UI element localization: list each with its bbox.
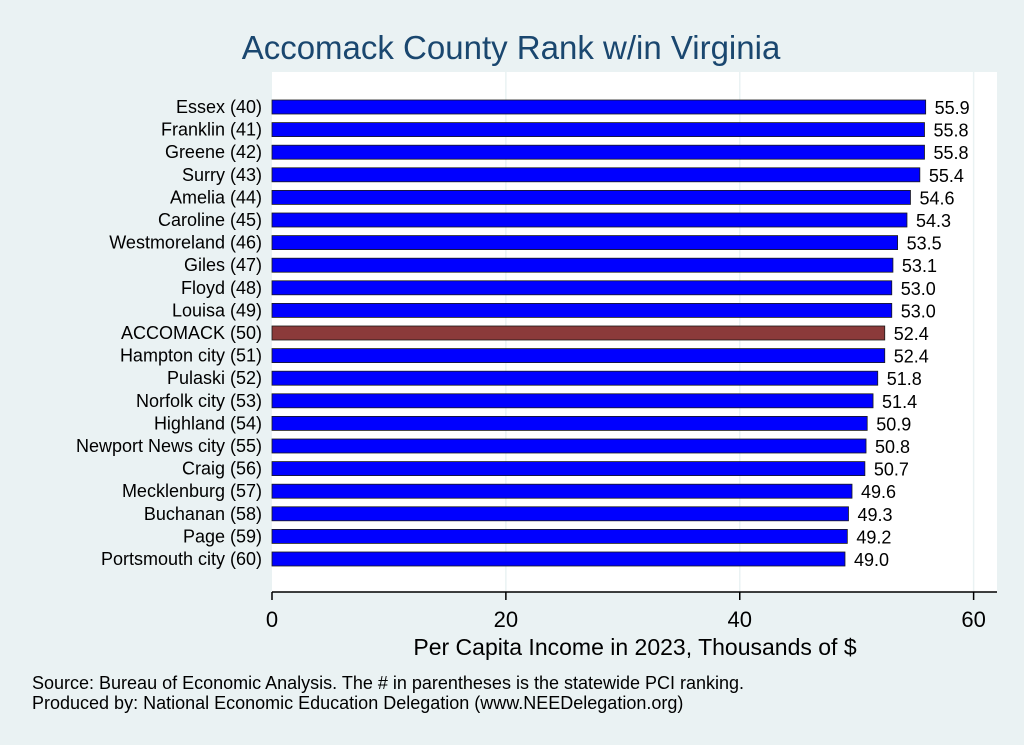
value-label: 55.8 [934, 143, 969, 163]
bar [271, 483, 853, 499]
bar [271, 257, 894, 273]
bar [271, 529, 848, 544]
chart-title: Accomack County Rank w/in Virginia [242, 29, 781, 66]
bar [271, 348, 886, 364]
bar [271, 438, 867, 454]
value-label: 49.2 [856, 527, 891, 547]
bar [271, 235, 899, 251]
category-label: Pulaski (52) [167, 368, 262, 388]
bar [271, 393, 874, 409]
bar [271, 167, 921, 183]
category-label: Surry (43) [182, 165, 262, 185]
bar [271, 370, 879, 386]
value-label: 54.6 [919, 188, 954, 208]
value-label: 53.0 [901, 301, 936, 321]
bar [271, 99, 927, 115]
value-label: 51.8 [887, 369, 922, 389]
bar-highlighted [271, 325, 886, 341]
value-label: 52.4 [894, 347, 929, 367]
value-label: 55.8 [934, 121, 969, 141]
category-label: Floyd (48) [181, 278, 262, 298]
value-label: 50.9 [876, 414, 911, 434]
x-axis-title: Per Capita Income in 2023, Thousands of … [413, 634, 856, 660]
category-label: Greene (42) [165, 142, 262, 162]
value-label: 49.6 [861, 482, 896, 502]
category-label: Page (59) [183, 526, 262, 546]
category-label: Newport News city (55) [76, 436, 262, 456]
x-axis-ticks: 0 20 40 60 [266, 592, 986, 632]
bar [271, 189, 911, 205]
x-tick-label: 60 [961, 607, 985, 632]
value-labels: 55.9 55.855.8 55.454.6 54.3 53.553.1 53.053.0… [854, 98, 970, 570]
category-label: Caroline (45) [158, 210, 262, 230]
category-label: Louisa (49) [172, 300, 262, 320]
category-label: Essex (40) [176, 97, 262, 117]
category-label: Portsmouth city (60) [101, 549, 262, 569]
category-label: Westmoreland (46) [109, 233, 262, 253]
bar [271, 506, 849, 522]
value-label: 52.4 [894, 324, 929, 344]
value-label: 53.1 [902, 256, 937, 276]
bar [271, 551, 846, 567]
category-label: Franklin (41) [161, 120, 262, 140]
value-label: 50.8 [875, 437, 910, 457]
value-label: 53.0 [901, 279, 936, 299]
value-label: 49.0 [854, 550, 889, 570]
category-label: ACCOMACK (50) [121, 323, 262, 343]
bar [271, 122, 925, 137]
bar [271, 212, 908, 228]
x-tick-label: 0 [266, 607, 278, 632]
value-label: 49.3 [857, 505, 892, 525]
value-label: 54.3 [916, 211, 951, 231]
value-label: 55.9 [935, 98, 970, 118]
category-label: Mecklenburg (57) [122, 481, 262, 501]
category-label: Highland (54) [154, 413, 262, 433]
category-labels: Essex (40) Franklin (41)Greene (42) Surry … [76, 97, 262, 569]
x-tick-label: 40 [727, 607, 751, 632]
category-label: Norfolk city (53) [136, 391, 262, 411]
category-label: Hampton city (51) [120, 346, 262, 366]
bar [271, 280, 893, 296]
value-label: 50.7 [874, 460, 909, 480]
category-label: Giles (47) [184, 255, 262, 275]
value-label: 55.4 [929, 166, 964, 186]
bar [271, 461, 866, 477]
produced-by-note: Produced by: National Economic Education… [32, 693, 683, 713]
value-label: 53.5 [907, 234, 942, 254]
category-label: Buchanan (58) [144, 504, 262, 524]
source-note: Source: Bureau of Economic Analysis. The… [32, 673, 744, 693]
value-label: 51.4 [882, 392, 917, 412]
bars [271, 99, 927, 567]
category-label: Amelia (44) [170, 187, 262, 207]
bar [271, 302, 893, 318]
category-label: Craig (56) [182, 459, 262, 479]
bar [271, 144, 925, 160]
x-tick-label: 20 [494, 607, 518, 632]
bar [271, 415, 868, 431]
